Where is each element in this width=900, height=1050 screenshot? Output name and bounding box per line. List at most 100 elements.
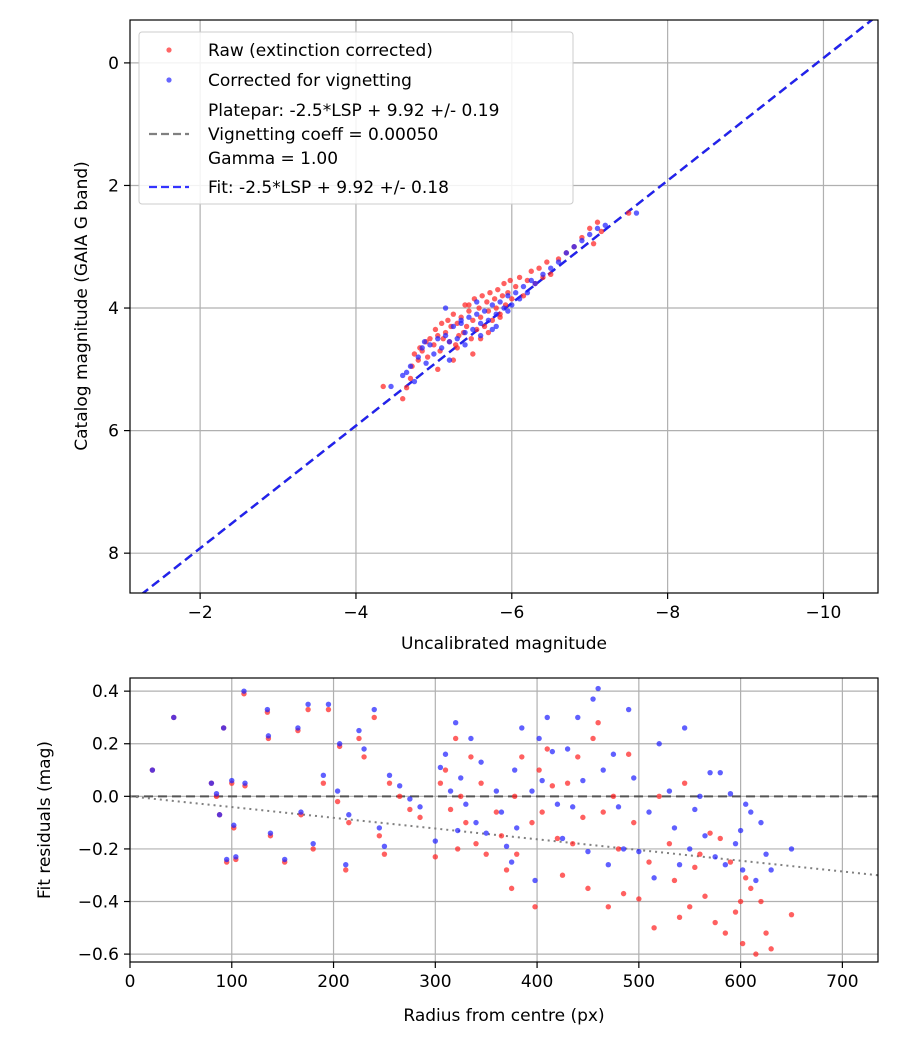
corrected-point (743, 801, 749, 807)
corrected-point (485, 317, 492, 323)
legend-label-corrected: Corrected for vignetting (208, 71, 412, 91)
legend-entry-corrected: Corrected for vignetting (166, 71, 412, 91)
corrected-point (524, 290, 531, 296)
y-tick-label: −0.2 (78, 840, 119, 860)
y-tick-label: 6 (108, 422, 119, 442)
corrected-point (532, 877, 538, 884)
y-tick-label: 2 (108, 176, 119, 196)
raw-point (343, 867, 349, 873)
x-tick-label: 100 (216, 972, 248, 992)
raw-point (454, 320, 460, 327)
corrected-point (493, 323, 499, 330)
raw-point (598, 228, 605, 235)
corrected-point (452, 720, 459, 726)
legend-marker-corrected (166, 77, 172, 83)
corrected-point (431, 351, 437, 357)
corrected-point (569, 804, 576, 810)
bottom-x-axis-label: Radius from centre (px) (403, 1006, 604, 1026)
raw-point (727, 859, 734, 865)
corrected-point (615, 804, 622, 810)
top-x-axis-label: Uncalibrated magnitude (401, 634, 607, 654)
raw-point (386, 780, 393, 786)
raw-point (431, 342, 437, 348)
corrected-point (548, 265, 554, 271)
raw-point (507, 277, 513, 284)
top-fit-lines (141, 20, 874, 593)
corrected-point (386, 772, 393, 778)
raw-point (697, 851, 703, 857)
top-ticks: −2 −4 −6 −8 −10 0 2 4 6 8 (108, 54, 841, 623)
corrected-point (503, 843, 510, 849)
raw-point (417, 814, 423, 821)
raw-point (516, 274, 523, 281)
corrected-point (346, 812, 352, 818)
corrected-point (208, 780, 215, 786)
raw-point (590, 735, 596, 742)
raw-point (651, 925, 657, 931)
raw-point (445, 317, 451, 323)
raw-point (575, 754, 581, 760)
raw-point (432, 854, 439, 860)
legend-entry-raw: Raw (extinction corrected) (166, 41, 433, 61)
corrected-point (462, 329, 468, 336)
raw-point (466, 302, 472, 308)
corrected-point (381, 843, 388, 849)
raw-point (483, 851, 489, 857)
corrected-point (763, 851, 769, 857)
y-tick-label: 4 (108, 299, 119, 319)
raw-point (435, 366, 441, 373)
raw-point (544, 746, 550, 752)
corrected-point (514, 825, 520, 831)
raw-point (487, 290, 493, 296)
corrected-point (579, 237, 585, 244)
corrected-point (493, 788, 500, 794)
raw-point (600, 809, 606, 815)
raw-point (493, 809, 500, 815)
raw-point (473, 840, 479, 847)
corrected-point (739, 867, 746, 873)
raw-point (620, 890, 627, 897)
corrected-point (171, 714, 177, 721)
corrected-point (295, 725, 301, 731)
corrected-point (768, 867, 774, 873)
corrected-point (361, 746, 367, 752)
raw-point (356, 735, 362, 742)
corrected-point (415, 354, 421, 360)
raw-point (361, 754, 367, 760)
corrected-point (310, 840, 316, 847)
raw-point (707, 830, 713, 836)
corrected-point (229, 777, 235, 784)
raw-point (371, 714, 377, 721)
legend-label-fit: Fit: -2.5*LSP + 9.92 +/- 0.18 (208, 178, 449, 198)
corrected-point (489, 302, 496, 308)
corrected-point (532, 280, 538, 287)
raw-point (452, 735, 459, 742)
corrected-point (477, 320, 484, 327)
raw-point (554, 835, 561, 842)
corrected-point (356, 727, 362, 734)
corrected-point (646, 809, 652, 815)
corrected-point (636, 848, 642, 855)
raw-point (450, 311, 457, 317)
y-tick-label: −0.6 (78, 945, 119, 965)
raw-point (501, 280, 507, 287)
raw-point (512, 283, 519, 290)
corrected-point (320, 772, 327, 778)
raw-point (519, 754, 525, 760)
corrected-point (343, 862, 349, 868)
corrected-point (505, 293, 511, 299)
corrected-point (446, 357, 453, 363)
raw-point (320, 780, 327, 786)
corrected-point (470, 326, 476, 333)
corrected-point (681, 725, 688, 731)
corrected-point (571, 244, 577, 250)
raw-point (427, 335, 433, 342)
bottom-reference-lines (130, 795, 878, 877)
legend-label-raw: Raw (extinction corrected) (208, 41, 433, 61)
raw-point (498, 833, 505, 839)
raw-point (549, 783, 556, 789)
bottom-plot-area (130, 678, 878, 962)
raw-point (743, 875, 749, 881)
raw-point (594, 219, 601, 225)
